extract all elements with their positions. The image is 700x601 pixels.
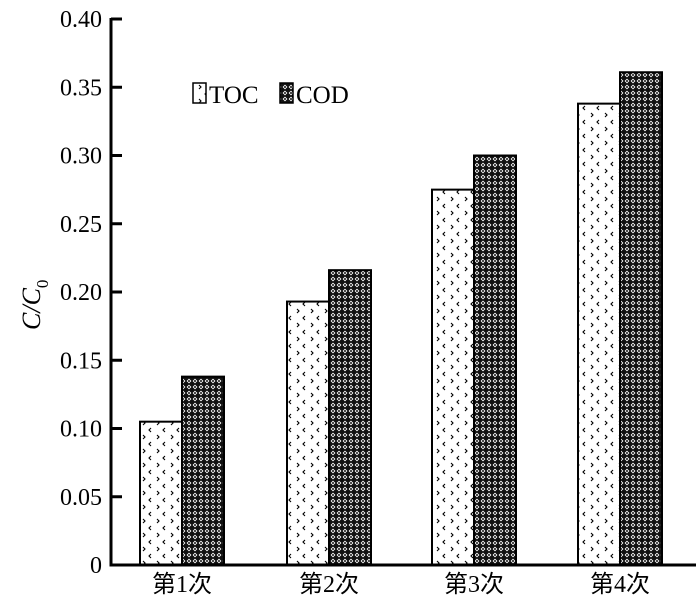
y-tick-label: 0.30	[60, 144, 102, 170]
bar-toc-2	[286, 300, 330, 566]
legend-label-toc: TOC	[209, 82, 259, 109]
y-tick-label: 0	[90, 553, 102, 579]
y-axis-title: C/C0	[17, 280, 52, 330]
x-labels-group: 第1次 第2次 第3次 第4次	[152, 571, 650, 598]
x-category-label: 第4次	[590, 571, 650, 598]
bars-group	[139, 71, 663, 567]
y-tick-label: 0.10	[60, 417, 102, 443]
y-tick-label: 0.20	[60, 280, 102, 306]
y-tick-label: 0.40	[60, 7, 102, 33]
y-axis-label: C/C	[17, 287, 46, 330]
bar-toc-3	[431, 188, 475, 566]
y-axis-label-subscript: 0	[33, 280, 52, 289]
legend-label-cod: COD	[296, 82, 349, 109]
y-tick-label: 0.35	[60, 75, 102, 101]
svg-text:C/C0: C/C0	[17, 280, 52, 330]
bar-toc-1	[139, 420, 183, 566]
y-tick-label: 0.15	[60, 348, 102, 374]
legend-swatch-toc	[192, 82, 207, 104]
x-category-label: 第2次	[299, 571, 359, 598]
x-category-label: 第3次	[444, 571, 504, 598]
bar-cod-1	[181, 375, 225, 566]
legend-swatch-cod	[279, 82, 294, 104]
bar-cod-2	[328, 269, 372, 566]
bar-cod-4	[619, 71, 663, 567]
y-tick-label: 0.05	[60, 485, 102, 511]
bar-toc-4	[577, 102, 621, 566]
legend: TOC COD	[192, 82, 349, 109]
y-tick-label: 0.25	[60, 212, 102, 238]
y-ticks-group: 0 0.05 0.10 0.15 0.20 0.25 0.30 0.35 0.40	[60, 7, 122, 579]
bar-cod-3	[473, 154, 517, 566]
x-category-label: 第1次	[152, 571, 212, 598]
